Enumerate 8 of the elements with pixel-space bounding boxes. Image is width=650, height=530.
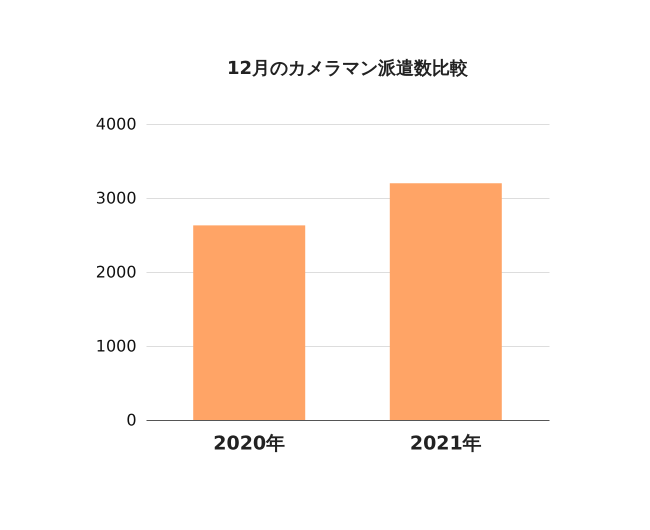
- chart-title: 12月のカメラマン派遣数比較: [226, 58, 470, 79]
- y-tick-label: 4000: [96, 114, 136, 134]
- y-tick-label: 1000: [96, 336, 136, 356]
- y-tick-label: 0: [126, 410, 136, 430]
- y-tick-label: 2000: [96, 262, 136, 282]
- x-tick-label: 2020年: [213, 432, 286, 454]
- x-tick-label: 2021年: [410, 432, 482, 454]
- y-tick-label: 3000: [96, 188, 136, 208]
